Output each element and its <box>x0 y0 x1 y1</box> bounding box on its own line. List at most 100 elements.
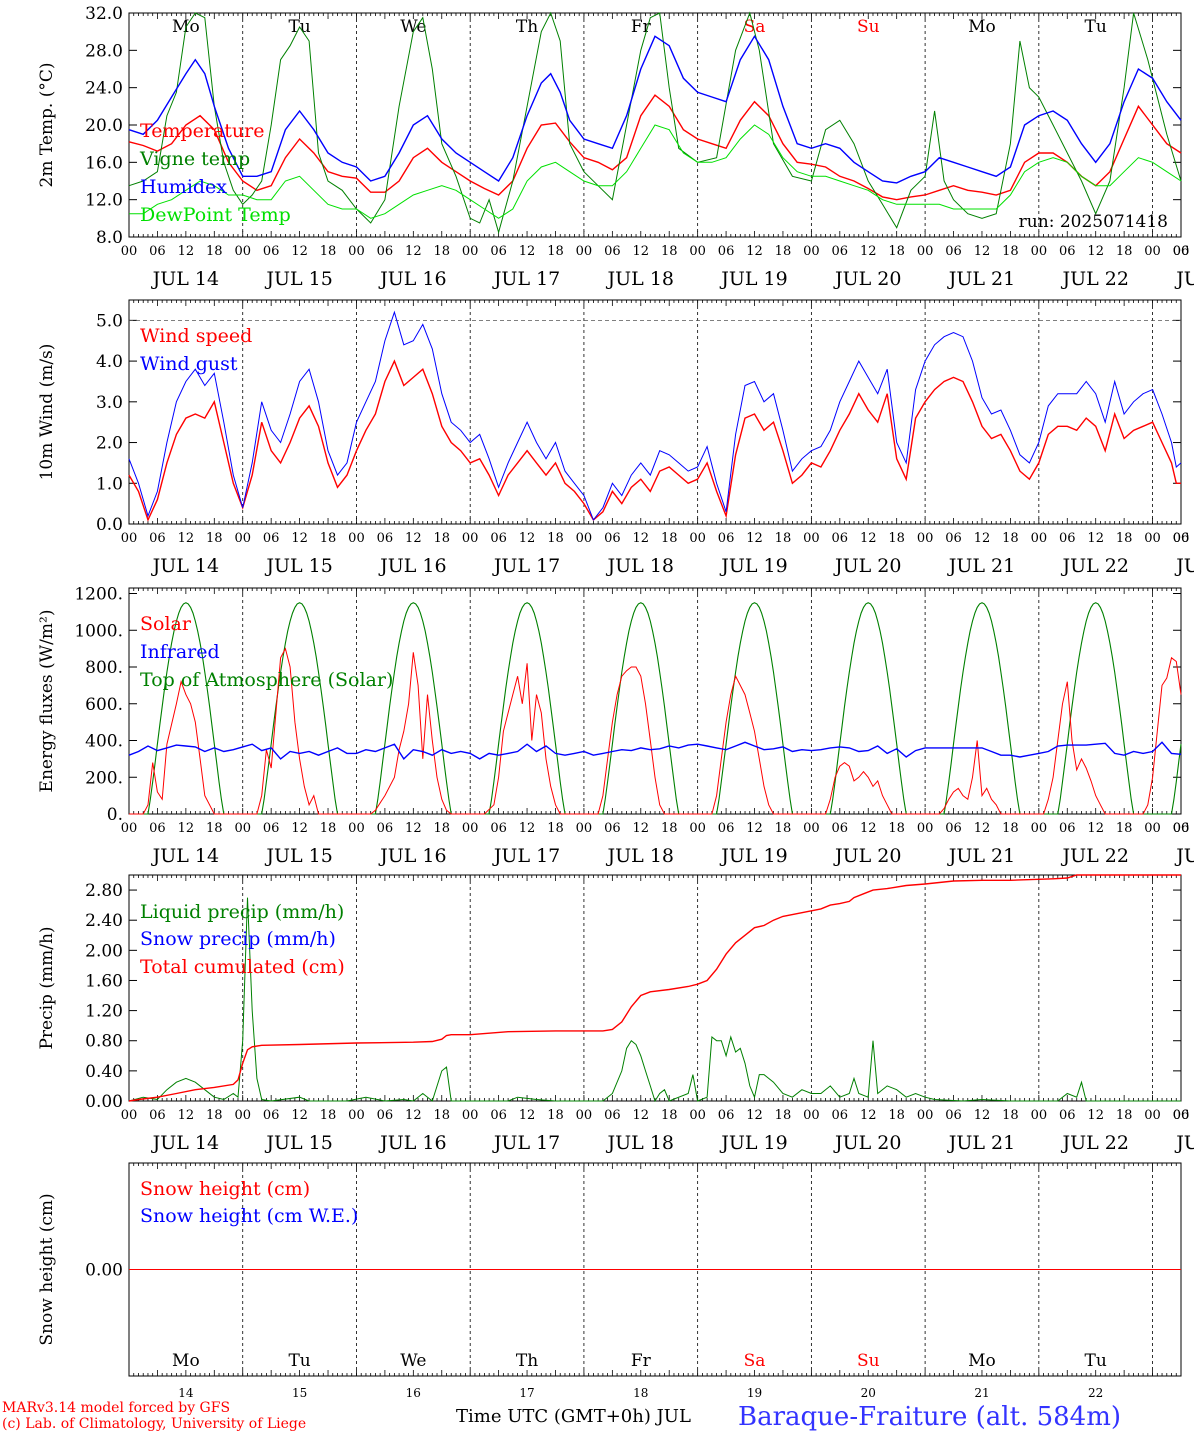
y-tick-label: 20.0 <box>85 116 123 136</box>
series-infrared <box>128 741 1182 760</box>
hour-label: 00 <box>1144 1108 1161 1123</box>
run-annotation: run: 2025071418 <box>1019 212 1168 232</box>
hour-label: 06 <box>490 1108 507 1123</box>
y-tick-label: 2.80 <box>85 881 123 901</box>
series-top-of-atmosphere <box>129 602 1182 815</box>
hour-label: 12 <box>519 1108 536 1123</box>
hour-label: 00 <box>121 244 138 259</box>
model-label: MARv3.14 model forced by GFS <box>2 1400 231 1416</box>
hour-label: 18 <box>547 821 564 836</box>
hour-label: 00 <box>462 531 479 546</box>
weekday-label: Th <box>516 1351 538 1371</box>
hour-label: 00 <box>1031 531 1048 546</box>
day-label: JUL 17 <box>492 1132 560 1154</box>
hour-label: 12 <box>746 1108 763 1123</box>
y-axis-label: Energy fluxes (W/m²) <box>37 610 57 793</box>
hour-label: 06 <box>832 821 849 836</box>
hour-label: 18 <box>1002 244 1019 259</box>
day-label: JUL 14 <box>151 555 219 577</box>
hour-label: 00 <box>689 244 706 259</box>
day-label: JUL 22 <box>1060 1132 1128 1154</box>
day-label: JUL 19 <box>719 555 787 577</box>
day-label: JUL 19 <box>719 268 787 290</box>
y-tick-label: 0.40 <box>85 1062 123 1082</box>
hour-label: 06 <box>1173 531 1190 546</box>
day-label: JUL 19 <box>719 845 787 867</box>
hour-label: 18 <box>1116 531 1133 546</box>
day-number-label: 17 <box>519 1386 534 1400</box>
hour-label: 06 <box>149 1108 166 1123</box>
hour-label: 18 <box>547 1108 564 1123</box>
hour-label: 00 <box>121 531 138 546</box>
hour-label: 18 <box>661 821 678 836</box>
hour-label: 18 <box>1116 244 1133 259</box>
hour-label: 12 <box>746 531 763 546</box>
hour-label: 00 <box>462 821 479 836</box>
hour-label: 12 <box>860 821 877 836</box>
day-label: JUL 21 <box>947 555 1015 577</box>
legend-entry: Snow height (cm W.E.) <box>140 1205 358 1227</box>
hour-label: 18 <box>888 821 905 836</box>
weekday-label: Su <box>857 17 880 37</box>
hour-label: 18 <box>775 821 792 836</box>
hour-label: 18 <box>206 531 223 546</box>
y-tick-label: 1.0 <box>96 474 123 494</box>
hour-label: 12 <box>405 531 422 546</box>
day-number-label: 20 <box>861 1386 876 1400</box>
hour-label: 18 <box>888 244 905 259</box>
hour-label: 00 <box>576 821 593 836</box>
hour-label: 00 <box>462 244 479 259</box>
hour-label: 00 <box>917 531 934 546</box>
hour-label: 12 <box>405 1108 422 1123</box>
hour-label: 18 <box>661 244 678 259</box>
day-label: JUL 18 <box>606 1132 674 1154</box>
day-label: JUL 20 <box>833 845 901 867</box>
hour-label: 18 <box>661 531 678 546</box>
y-tick-label: 0.00 <box>85 1092 123 1112</box>
y-tick-label: 600. <box>85 695 123 715</box>
day-label: JUL 17 <box>492 555 560 577</box>
y-axis-label: Snow height (cm) <box>37 1193 57 1345</box>
hour-label: 00 <box>348 244 365 259</box>
hour-label: 12 <box>860 1108 877 1123</box>
day-label: JUL 21 <box>947 1132 1015 1154</box>
hour-label: 06 <box>263 244 280 259</box>
hour-label: 00 <box>348 821 365 836</box>
day-number-label: 19 <box>747 1386 762 1400</box>
hour-label: 12 <box>1087 821 1104 836</box>
y-tick-label: 24.0 <box>85 79 123 99</box>
y-tick-label: 12.0 <box>85 191 123 211</box>
y-tick-label: 4.0 <box>96 352 123 372</box>
lab-credit: (c) Lab. of Climatology, University of L… <box>2 1416 307 1432</box>
hour-label: 18 <box>547 531 564 546</box>
weekday-label: Sa <box>744 1351 766 1371</box>
hour-label: 00 <box>1031 244 1048 259</box>
hour-label: 00 <box>917 1108 934 1123</box>
series-solar <box>129 647 1182 815</box>
y-tick-label: 2.0 <box>96 434 123 454</box>
hour-label: 00 <box>234 821 251 836</box>
y-tick-label: 1000. <box>74 621 123 641</box>
hour-label: 12 <box>974 1108 991 1123</box>
hour-label: 18 <box>206 1108 223 1123</box>
hour-label: 00 <box>917 821 934 836</box>
hour-label: 00 <box>1173 244 1190 259</box>
hour-label: 00 <box>1031 1108 1048 1123</box>
hour-label: 00 <box>121 821 138 836</box>
day-label: JUL 20 <box>833 268 901 290</box>
hour-label: 18 <box>661 1108 678 1123</box>
day-label: JUL 20 <box>833 1132 901 1154</box>
hour-label: 00 <box>348 1108 365 1123</box>
hour-label: 06 <box>832 244 849 259</box>
day-label: JUL 19 <box>719 1132 787 1154</box>
hour-label: 06 <box>1173 244 1190 259</box>
day-label: JUL 23 <box>1174 268 1194 290</box>
hour-label: 06 <box>377 821 394 836</box>
series-wind-gust <box>128 310 1182 521</box>
hour-label: 06 <box>832 531 849 546</box>
hour-label: 12 <box>178 821 195 836</box>
hour-label: 00 <box>1173 821 1190 836</box>
hour-label: 06 <box>718 821 735 836</box>
day-label: JUL 16 <box>378 555 446 577</box>
day-number-label: 16 <box>406 1386 421 1400</box>
